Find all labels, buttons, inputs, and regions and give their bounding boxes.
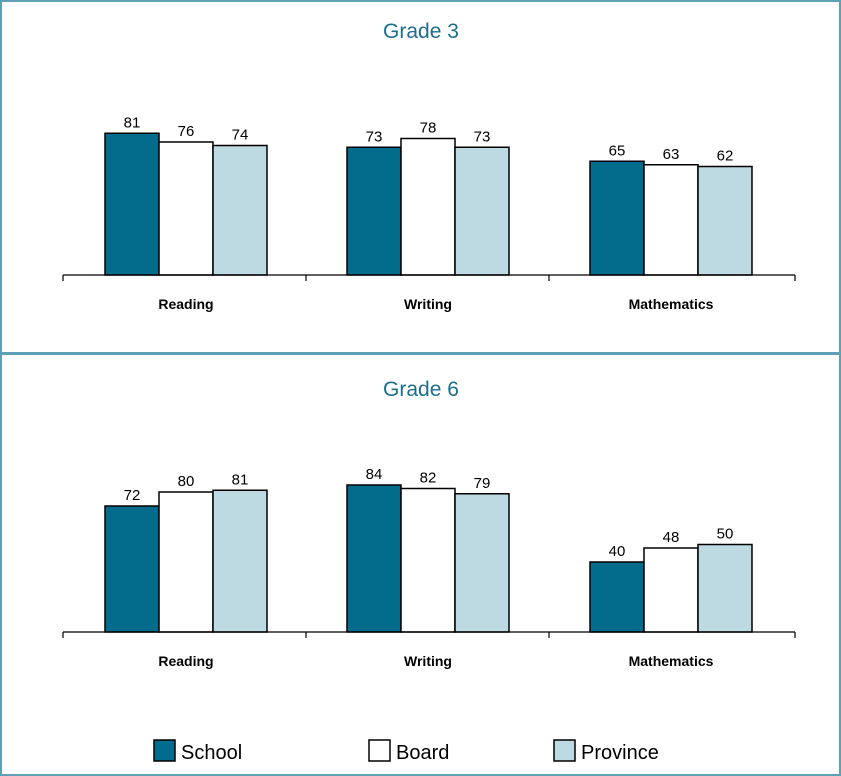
category-label-reading: Reading bbox=[158, 296, 213, 312]
bar-reading-board bbox=[158, 491, 214, 633]
category-label-mathematics: Mathematics bbox=[629, 653, 714, 669]
bar-writing-school bbox=[346, 484, 402, 633]
data-label-reading-province: 81 bbox=[232, 471, 249, 488]
bar-writing-province bbox=[454, 146, 510, 276]
data-label-reading-school: 72 bbox=[124, 487, 141, 504]
legend-label-board: Board bbox=[396, 742, 449, 764]
category-label-reading: Reading bbox=[158, 653, 213, 669]
category-label-writing: Writing bbox=[404, 653, 452, 669]
data-label-mathematics-board: 63 bbox=[663, 146, 680, 163]
bar-writing-school bbox=[346, 146, 402, 276]
data-label-mathematics-school: 65 bbox=[609, 142, 626, 159]
bar-reading-board bbox=[158, 141, 214, 276]
legend-swatch-school bbox=[153, 739, 176, 762]
data-label-mathematics-province: 50 bbox=[717, 526, 734, 543]
bar-mathematics-school bbox=[589, 160, 645, 276]
data-label-mathematics-school: 40 bbox=[609, 543, 626, 560]
data-label-writing-school: 73 bbox=[366, 128, 383, 145]
data-label-writing-province: 73 bbox=[474, 128, 491, 145]
data-label-mathematics-province: 62 bbox=[717, 148, 734, 165]
legend: School Board Province bbox=[153, 739, 659, 764]
chart-title: Grade 6 bbox=[383, 378, 459, 401]
bar-reading-province bbox=[212, 144, 268, 276]
bar-mathematics-board bbox=[643, 164, 699, 276]
chart-grade-3: Grade 3 81 76 74 73 78 73 65 63 62 Reading Writing M… bbox=[62, 20, 796, 312]
data-label-reading-school: 81 bbox=[124, 114, 141, 131]
bar-reading-province bbox=[212, 489, 268, 633]
data-label-writing-province: 79 bbox=[474, 475, 491, 492]
data-label-writing-school: 84 bbox=[366, 466, 383, 483]
bar-reading-school bbox=[104, 505, 160, 633]
legend-swatch-board bbox=[368, 739, 391, 762]
data-label-writing-board: 78 bbox=[420, 120, 437, 137]
bar-writing-board bbox=[400, 487, 456, 633]
bar-writing-board bbox=[400, 137, 456, 276]
legend-swatch-province bbox=[553, 739, 576, 762]
category-label-writing: Writing bbox=[404, 296, 452, 312]
bar-reading-school bbox=[104, 132, 160, 276]
data-label-reading-board: 80 bbox=[178, 473, 195, 490]
legend-label-province: Province bbox=[581, 742, 659, 764]
bar-writing-province bbox=[454, 493, 510, 633]
data-label-reading-province: 74 bbox=[232, 127, 249, 144]
bar-mathematics-school bbox=[589, 561, 645, 633]
panel-divider bbox=[0, 352, 841, 355]
data-label-reading-board: 76 bbox=[178, 123, 195, 140]
category-label-mathematics: Mathematics bbox=[629, 296, 714, 312]
data-label-writing-board: 82 bbox=[420, 470, 437, 487]
bar-mathematics-board bbox=[643, 547, 699, 633]
bar-mathematics-province bbox=[697, 165, 753, 276]
data-label-mathematics-board: 48 bbox=[663, 529, 680, 546]
chart-grade-6: Grade 6 72 80 81 84 82 79 40 48 50 Reading Writing M… bbox=[62, 378, 796, 669]
chart-title: Grade 3 bbox=[383, 20, 459, 43]
legend-label-school: School bbox=[181, 742, 242, 764]
bar-mathematics-province bbox=[697, 543, 753, 633]
